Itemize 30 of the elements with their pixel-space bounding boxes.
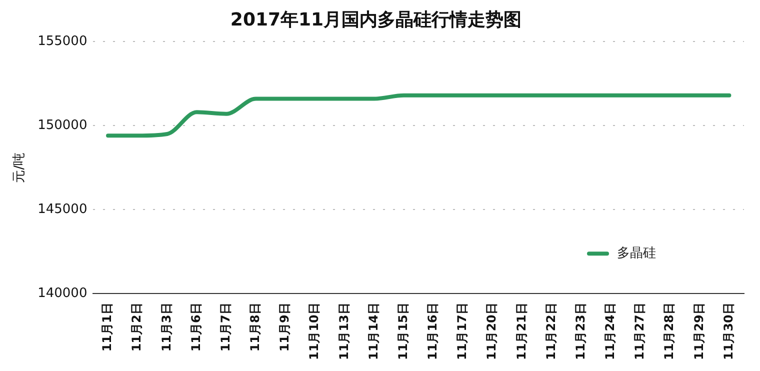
x-tick-label: 11月13日: [336, 302, 351, 360]
x-tick-label: 11月20日: [484, 302, 499, 360]
y-axis-title: 元/吨: [12, 152, 28, 183]
x-tick-label: 11月15日: [396, 302, 410, 360]
x-tick-label: 11月21日: [514, 302, 528, 360]
x-tick-label: 11月17日: [455, 302, 470, 360]
x-tick-label: 11月30日: [721, 302, 736, 360]
x-tick-label: 11月23日: [573, 302, 588, 360]
chart-title: 2017年11月国内多晶硅行情走势图: [230, 9, 522, 30]
y-tick-label: 150000: [38, 118, 88, 133]
x-tick-label: 11月6日: [188, 302, 203, 352]
x-tick-label: 11月29日: [692, 302, 706, 360]
x-tick-label: 11月24日: [603, 302, 618, 360]
x-tick-label: 11月9日: [278, 302, 292, 352]
x-tick-label: 11月2日: [130, 302, 144, 352]
y-tick-label: 140000: [38, 286, 88, 301]
x-tick-label: 11月3日: [159, 302, 174, 352]
x-tick-label: 11月16日: [426, 302, 440, 360]
x-tick-label: 11月28日: [662, 302, 676, 360]
x-tick-label: 11月27日: [632, 302, 647, 360]
y-tick-label: 145000: [38, 202, 88, 217]
x-tick-label: 11月1日: [100, 302, 114, 352]
x-tick-label: 11月10日: [307, 302, 322, 360]
x-tick-label: 11月8日: [248, 302, 262, 352]
x-tick-label: 11月14日: [366, 302, 380, 360]
legend-label: 多晶硅: [617, 246, 656, 261]
y-tick-label: 155000: [38, 34, 88, 49]
line-series: [106, 93, 732, 138]
x-tick-label: 11月22日: [544, 302, 558, 360]
x-tick-label: 11月7日: [218, 302, 232, 352]
